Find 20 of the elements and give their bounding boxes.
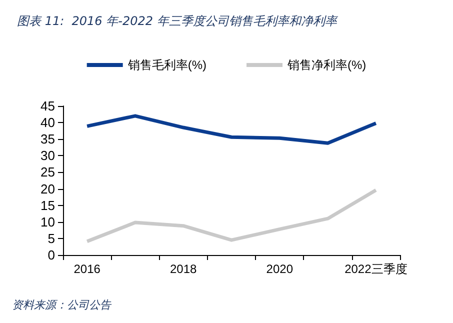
y-tick-label: 0 bbox=[48, 248, 55, 262]
y-tick-label: 30 bbox=[40, 148, 55, 164]
line-series bbox=[85, 188, 378, 244]
y-tick-label: 5 bbox=[48, 230, 55, 246]
y-tick-label: 35 bbox=[40, 132, 55, 147]
x-tick-label: 2016 bbox=[74, 262, 101, 276]
x-tick-label: 2022三季度 bbox=[344, 262, 408, 276]
legend-label: 销售净利率(%) bbox=[286, 58, 366, 72]
y-tick-label: 10 bbox=[40, 214, 55, 230]
y-tick-label: 40 bbox=[40, 115, 55, 130]
chart-title: 图表 11: 2016 年-2022 年三季度公司销售毛利率和净利率 bbox=[17, 14, 339, 28]
x-tick-label: 2018 bbox=[170, 262, 198, 276]
x-tick-label: 2020 bbox=[266, 262, 294, 276]
legend-label: 销售毛利率(%) bbox=[126, 58, 207, 72]
line-series bbox=[85, 114, 378, 145]
y-tick-label: 20 bbox=[40, 181, 55, 196]
y-tick-label: 15 bbox=[40, 198, 55, 213]
text: 资料来源：公司公告 bbox=[12, 298, 112, 312]
y-tick-label: 25 bbox=[40, 164, 55, 180]
y-tick-label: 45 bbox=[40, 98, 55, 114]
